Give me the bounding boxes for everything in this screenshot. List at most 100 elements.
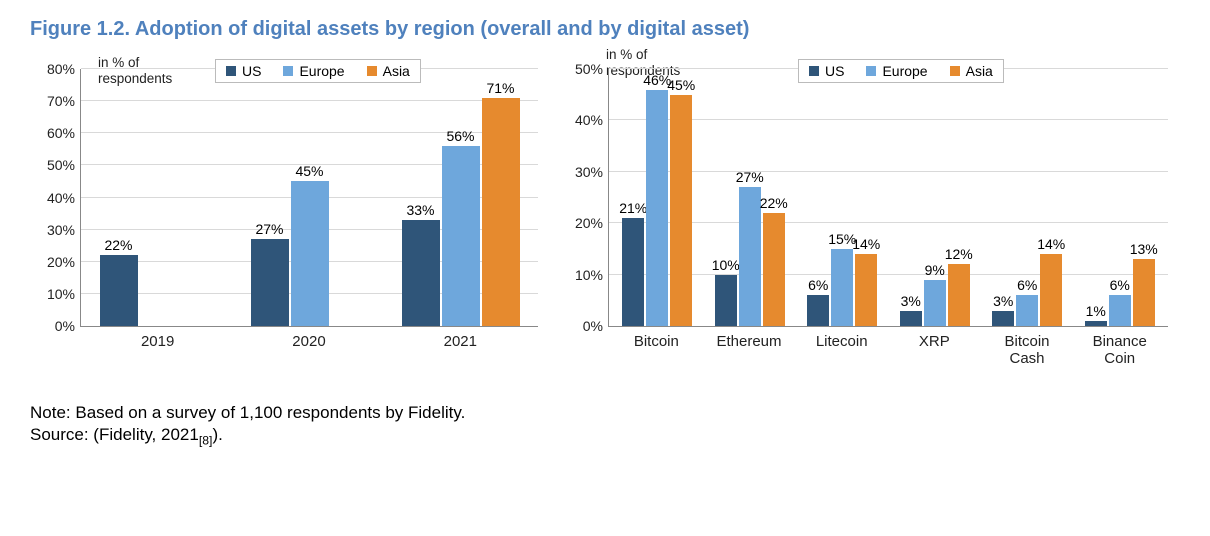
- legend-label: Asia: [383, 63, 410, 79]
- legend: US Europe Asia: [798, 59, 1004, 83]
- x-tick-label: XRP: [888, 333, 981, 368]
- y-tick-label: 60%: [47, 125, 81, 141]
- y-tick-label: 30%: [47, 222, 81, 238]
- bar-value-label: 6%: [1110, 277, 1130, 295]
- x-tick-label: Ethereum: [703, 333, 796, 368]
- legend-item-us: US: [226, 63, 261, 79]
- bar-group: 27%45%: [234, 181, 385, 326]
- source-sub: [8]: [199, 434, 213, 448]
- chart-by-year: in % ofrespondents USEuropeAsia 0%10%20%…: [30, 69, 538, 350]
- bar-value-label: 13%: [1130, 241, 1158, 259]
- bar-us: 22%: [100, 255, 138, 326]
- x-tick-label: 2019: [82, 333, 233, 350]
- x-tick-label: BinanceCoin: [1073, 333, 1166, 368]
- y-tick-label: 10%: [575, 267, 609, 283]
- bar-value-label: 14%: [852, 236, 880, 254]
- bar-value-label: 14%: [1037, 236, 1065, 254]
- legend-item-us: US: [809, 63, 844, 79]
- legend-label: Europe: [299, 63, 344, 79]
- x-tick-label: 2021: [385, 333, 536, 350]
- bar-group: 3%9%12%: [889, 264, 982, 326]
- bar-europe: 6%: [1016, 295, 1038, 326]
- y-tick-label: 40%: [47, 190, 81, 206]
- source-text: Source: (Fidelity, 2021[8]).: [30, 424, 1180, 449]
- bar-value-label: 6%: [808, 277, 828, 295]
- bar-value-label: 27%: [255, 221, 283, 239]
- legend-swatch: [283, 66, 293, 76]
- bar-group: 1%6%13%: [1074, 259, 1167, 326]
- bar-group: 3%6%14%: [981, 254, 1074, 326]
- x-tick-label: Litecoin: [795, 333, 888, 368]
- x-tick-label: 2020: [233, 333, 384, 350]
- bar-europe: 45%: [291, 181, 329, 326]
- bar-asia: 22%: [763, 213, 785, 326]
- bar-europe: 15%: [831, 249, 853, 326]
- bar-asia: 13%: [1133, 259, 1155, 326]
- bar-value-label: 45%: [295, 163, 323, 181]
- legend-item-asia: Asia: [950, 63, 993, 79]
- footnotes: Note: Based on a survey of 1,100 respond…: [30, 402, 1180, 450]
- bar-value-label: 27%: [736, 169, 764, 187]
- legend-item-europe: Europe: [866, 63, 927, 79]
- bar-group: 6%15%14%: [796, 249, 889, 326]
- y-tick-label: 10%: [47, 286, 81, 302]
- y-tick-label: 50%: [575, 61, 609, 77]
- legend-swatch: [809, 66, 819, 76]
- bar-asia: 71%: [482, 98, 520, 326]
- bar-value-label: 9%: [925, 262, 945, 280]
- bar-asia: 12%: [948, 264, 970, 326]
- bar-value-label: 22%: [760, 195, 788, 213]
- x-tick-label: Bitcoin: [610, 333, 703, 368]
- x-axis-labels: BitcoinEthereumLitecoinXRPBitcoinCashBin…: [608, 327, 1168, 368]
- bar-us: 1%: [1085, 321, 1107, 326]
- bar-us: 10%: [715, 275, 737, 326]
- y-tick-label: 0%: [583, 318, 609, 334]
- bar-us: 6%: [807, 295, 829, 326]
- plot-area: 0%10%20%30%40%50%21%46%45%10%27%22%6%15%…: [608, 69, 1168, 327]
- note-text: Note: Based on a survey of 1,100 respond…: [30, 402, 1180, 425]
- charts-row: in % ofrespondents USEuropeAsia 0%10%20%…: [30, 69, 1180, 368]
- y-tick-label: 20%: [47, 254, 81, 270]
- legend: US Europe Asia: [215, 59, 421, 83]
- x-tick-label: BitcoinCash: [981, 333, 1074, 368]
- legend-item-asia: Asia: [367, 63, 410, 79]
- bar-value-label: 1%: [1086, 303, 1106, 321]
- bar-value-label: 22%: [104, 237, 132, 255]
- source-suffix: ).: [212, 425, 222, 444]
- bar-value-label: 3%: [901, 293, 921, 311]
- bar-value-label: 3%: [993, 293, 1013, 311]
- bar-us: 33%: [402, 220, 440, 326]
- y-tick-label: 30%: [575, 164, 609, 180]
- legend-label: Asia: [966, 63, 993, 79]
- bar-us: 27%: [251, 239, 289, 326]
- bar-asia: 14%: [1040, 254, 1062, 326]
- bar-group: 21%46%45%: [611, 90, 704, 326]
- bar-group: 33%56%71%: [385, 98, 536, 326]
- legend-swatch: [226, 66, 236, 76]
- y-tick-label: 0%: [55, 318, 81, 334]
- chart-by-asset: in % ofrespondents USEuropeAsia 0%10%20%…: [558, 69, 1168, 368]
- legend-label: US: [242, 63, 261, 79]
- legend-label: Europe: [882, 63, 927, 79]
- y-tick-label: 80%: [47, 61, 81, 77]
- bar-value-label: 71%: [486, 80, 514, 98]
- legend-swatch: [950, 66, 960, 76]
- bar-value-label: 12%: [945, 246, 973, 264]
- bar-group: 22%: [83, 255, 234, 326]
- legend-swatch: [367, 66, 377, 76]
- y-tick-label: 70%: [47, 93, 81, 109]
- bar-asia: 45%: [670, 95, 692, 326]
- bar-value-label: 6%: [1017, 277, 1037, 295]
- bar-europe: 46%: [646, 90, 668, 326]
- bar-value-label: 56%: [446, 128, 474, 146]
- bar-us: 3%: [992, 311, 1014, 326]
- bar-group: 10%27%22%: [704, 187, 797, 326]
- bar-us: 3%: [900, 311, 922, 326]
- bar-europe: 27%: [739, 187, 761, 326]
- bar-europe: 56%: [442, 146, 480, 326]
- bar-value-label: 33%: [406, 202, 434, 220]
- bar-europe: 6%: [1109, 295, 1131, 326]
- bar-value-label: 10%: [712, 257, 740, 275]
- plot-area: 0%10%20%30%40%50%60%70%80%22%27%45%33%56…: [80, 69, 538, 327]
- bar-europe: 9%: [924, 280, 946, 326]
